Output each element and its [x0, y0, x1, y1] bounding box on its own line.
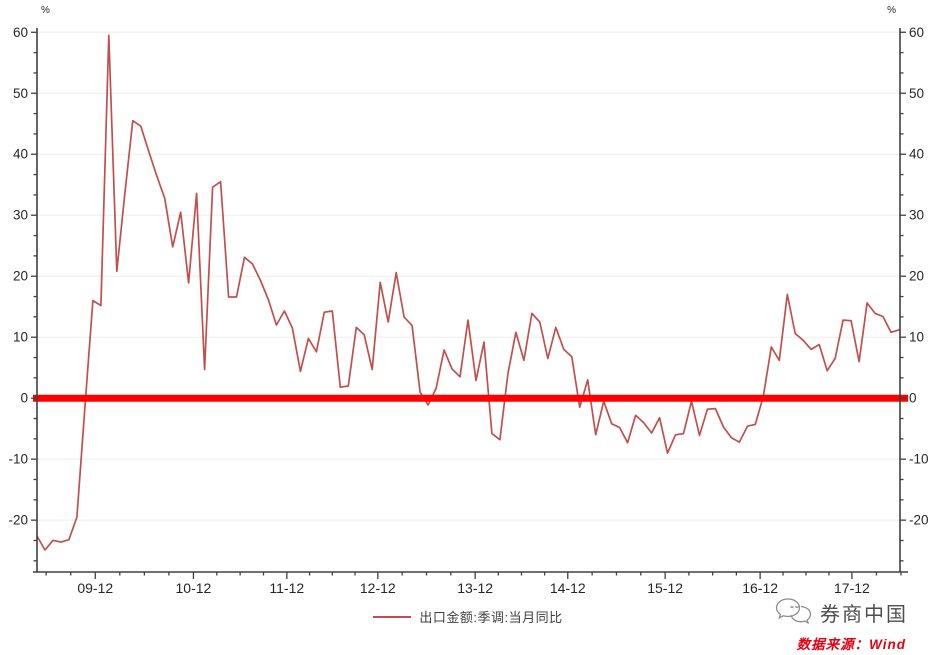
svg-text:15-12: 15-12: [647, 580, 683, 596]
svg-text:60: 60: [909, 25, 924, 40]
svg-text:10: 10: [13, 330, 28, 345]
brand-name: 券商中国: [820, 603, 908, 626]
line-chart-plot: 60 60 50 50 40 40 30 30 20 20 10 10 0 0 -10 -10 -20 -20%%…: [8, 5, 929, 596]
svg-text:0: 0: [909, 391, 917, 406]
svg-text:16-12: 16-12: [742, 580, 778, 596]
svg-text:14-12: 14-12: [550, 580, 586, 596]
svg-text:-10: -10: [909, 452, 929, 467]
legend-label: 出口金额:季调:当月同比: [419, 610, 563, 625]
data-source-note: 数据来源：Wind: [796, 637, 906, 652]
svg-text:40: 40: [909, 147, 924, 162]
svg-text:10-12: 10-12: [176, 580, 212, 596]
svg-text:40: 40: [13, 147, 28, 162]
svg-text:%: %: [887, 5, 896, 16]
svg-text:%: %: [41, 5, 50, 16]
svg-text:20: 20: [909, 269, 924, 284]
svg-text:11-12: 11-12: [269, 580, 304, 596]
svg-text:50: 50: [13, 86, 28, 101]
svg-text:0: 0: [20, 391, 28, 406]
svg-text:-20: -20: [909, 513, 929, 528]
svg-text:-20: -20: [8, 513, 28, 528]
svg-text:13-12: 13-12: [457, 580, 493, 596]
brand-block: 券商中国: [774, 596, 908, 628]
svg-text:17-12: 17-12: [834, 580, 870, 596]
svg-text:20: 20: [13, 269, 28, 284]
svg-text:10: 10: [909, 330, 924, 345]
svg-text:50: 50: [909, 86, 924, 101]
svg-text:30: 30: [13, 208, 28, 223]
svg-text:30: 30: [909, 208, 924, 223]
svg-text:60: 60: [13, 25, 28, 40]
svg-text:12-12: 12-12: [360, 580, 396, 596]
legend-line-swatch: [373, 615, 412, 618]
svg-text:09-12: 09-12: [77, 580, 113, 596]
chat-bubbles-icon: [775, 598, 812, 625]
chart-legend: 出口金额:季调:当月同比: [0, 607, 936, 626]
svg-text:-10: -10: [8, 452, 28, 467]
